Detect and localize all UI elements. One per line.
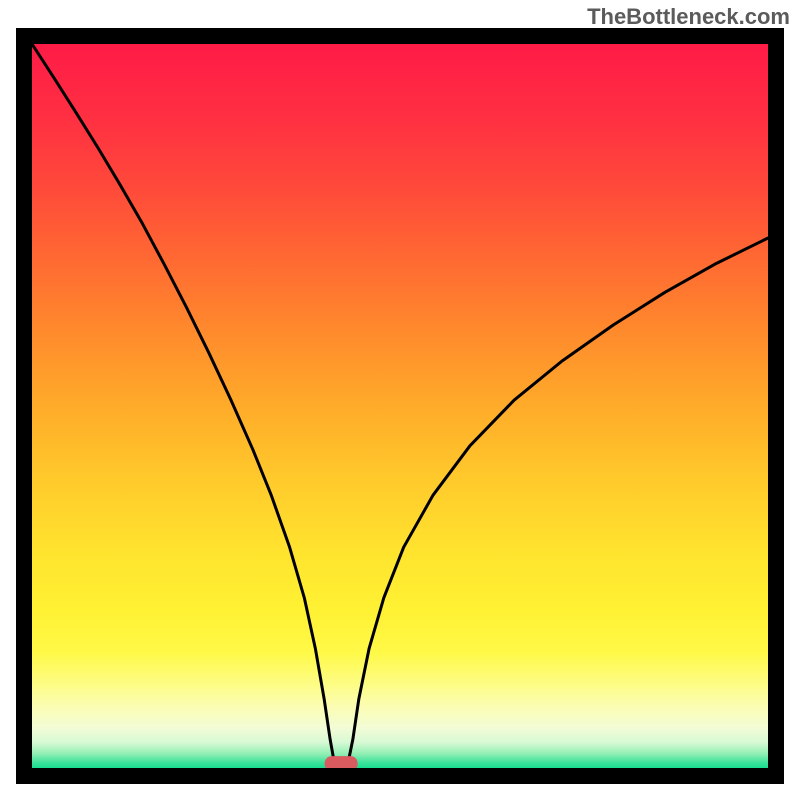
gradient-background [32, 44, 768, 768]
watermark-text: TheBottleneck.com [587, 4, 790, 30]
chart-container: { "watermark": { "text": "TheBottleneck.… [0, 0, 800, 800]
bottleneck-chart [0, 0, 800, 800]
plot-area [24, 36, 776, 776]
